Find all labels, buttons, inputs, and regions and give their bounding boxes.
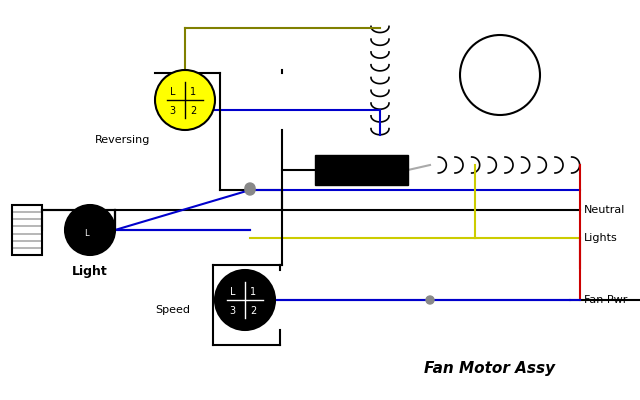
Text: 2: 2 <box>190 106 196 116</box>
Text: 2: 2 <box>250 306 257 316</box>
Circle shape <box>215 270 275 330</box>
Text: Speed: Speed <box>155 305 190 315</box>
Text: Light: Light <box>72 265 108 278</box>
Text: 3: 3 <box>170 106 175 116</box>
Bar <box>315 155 408 185</box>
Text: Neutral: Neutral <box>584 205 625 215</box>
Text: Fan Motor Assy: Fan Motor Assy <box>424 360 556 376</box>
Circle shape <box>245 185 255 195</box>
Text: Reversing: Reversing <box>95 135 150 145</box>
Text: Lights: Lights <box>584 233 618 243</box>
Text: 1: 1 <box>250 286 257 297</box>
Text: Fan Pwr: Fan Pwr <box>584 295 627 305</box>
Bar <box>12 205 42 255</box>
Circle shape <box>155 70 215 130</box>
Circle shape <box>245 183 255 193</box>
Circle shape <box>426 296 434 304</box>
Circle shape <box>65 205 115 255</box>
Text: 1: 1 <box>190 87 196 97</box>
Text: L: L <box>170 87 175 97</box>
Text: 3: 3 <box>229 306 236 316</box>
Text: L: L <box>84 228 88 238</box>
Text: L: L <box>230 286 235 297</box>
